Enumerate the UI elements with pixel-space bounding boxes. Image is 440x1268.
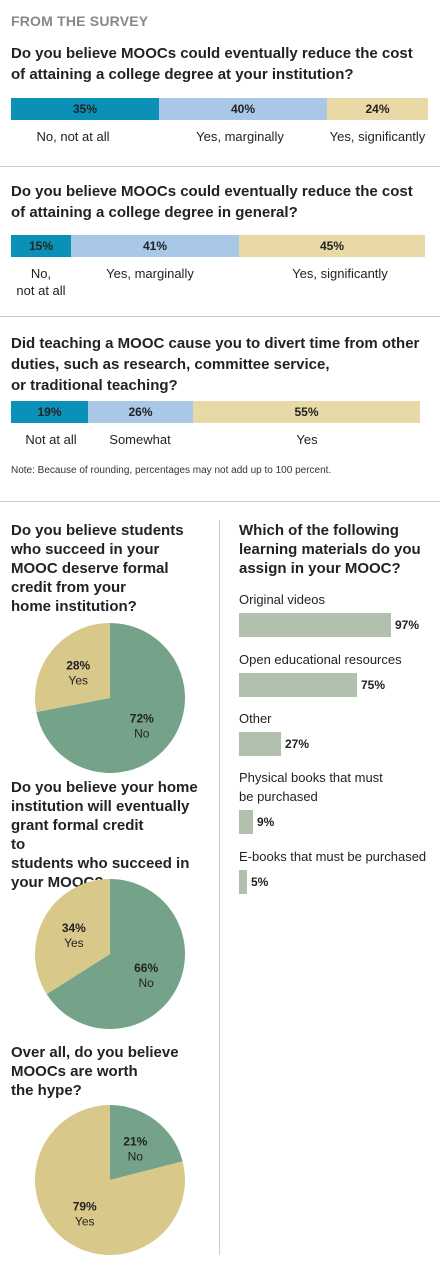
pie-category-label: No bbox=[134, 726, 150, 740]
pie-value-label: 28% bbox=[66, 659, 90, 673]
bar1-segment-significant: 24% bbox=[327, 98, 428, 120]
pie-slice-yes bbox=[34, 623, 110, 713]
material-value: 5% bbox=[251, 875, 269, 889]
material-value: 27% bbox=[285, 737, 310, 751]
pie3-question: Over all, do you believe MOOCs are worth t… bbox=[11, 1044, 179, 1099]
pie3-chart: 21%No 79%Yes bbox=[35, 1105, 185, 1255]
bar1-label-significant: Yes, significantly bbox=[329, 129, 426, 144]
divider bbox=[0, 501, 440, 502]
material-label: Original videos bbox=[239, 592, 325, 607]
bar1-question: Do you believe MOOCs could eventually re… bbox=[11, 45, 413, 83]
divider bbox=[0, 316, 440, 317]
material-value: 75% bbox=[361, 678, 386, 692]
bar3-bar: 19% 26% 55% bbox=[11, 401, 420, 423]
pie-value-label: 79% bbox=[73, 1200, 97, 1214]
material-bar bbox=[239, 870, 247, 894]
bar2-label-marginal: Yes, marginally bbox=[106, 266, 194, 281]
bar1-label-no: No, not at all bbox=[36, 129, 110, 144]
material-label: Open educational resources bbox=[239, 652, 402, 667]
bar1-segment-no: 35% bbox=[11, 98, 159, 120]
material-value: 97% bbox=[395, 618, 420, 632]
pie-slice-yes bbox=[35, 1105, 185, 1255]
divider bbox=[0, 166, 440, 167]
pie1-chart: 72%No 28%Yes bbox=[34, 623, 185, 773]
pie1-question: Do you believe students who succeed in yo… bbox=[11, 522, 184, 615]
pie-value-label: 66% bbox=[134, 961, 158, 975]
materials-question: Which of the following learning materials… bbox=[239, 522, 421, 577]
pie-slice-no bbox=[36, 623, 185, 773]
pie-category-label: Yes bbox=[75, 1215, 95, 1229]
bar3-question: Did teaching a MOOC cause you to divert … bbox=[11, 335, 420, 394]
pie-value-label: 72% bbox=[130, 711, 154, 725]
pie-category-label: Yes bbox=[64, 936, 84, 950]
material-bar bbox=[239, 810, 253, 834]
bar1-segment-marginal: 40% bbox=[159, 98, 327, 120]
bar3-segment-notatall: 19% bbox=[11, 401, 88, 423]
material-label: Other bbox=[239, 711, 272, 726]
bar3-label-somewhat: Somewhat bbox=[109, 432, 171, 447]
material-bar bbox=[239, 732, 281, 756]
pie-value-label: 21% bbox=[123, 1134, 147, 1148]
bar2-segment-significant: 45% bbox=[239, 235, 425, 257]
bar3-label-yes: Yes bbox=[296, 432, 318, 447]
pie-category-label: Yes bbox=[68, 674, 88, 688]
material-label: Physical books that must be purchased bbox=[239, 770, 383, 804]
pie-slice-no bbox=[46, 879, 186, 1029]
bar3-segment-somewhat: 26% bbox=[88, 401, 193, 423]
material-label: E-books that must be purchased bbox=[239, 849, 427, 864]
bar2-label-no: No, not at all bbox=[16, 266, 66, 298]
column-divider bbox=[219, 520, 220, 1255]
bar2-bar: 15% 41% 45% bbox=[11, 235, 425, 257]
bar3-segment-yes: 55% bbox=[193, 401, 420, 423]
bar3-label-notatall: Not at all bbox=[25, 432, 77, 447]
rounding-note: Note: Because of rounding, percentages m… bbox=[11, 465, 332, 476]
bar1-label-marginal: Yes, marginally bbox=[196, 129, 284, 144]
bar2-question: Do you believe MOOCs could eventually re… bbox=[11, 183, 413, 221]
bar2-segment-marginal: 41% bbox=[71, 235, 239, 257]
material-bar bbox=[239, 673, 357, 697]
material-bar bbox=[239, 613, 391, 637]
pie-value-label: 34% bbox=[62, 921, 86, 935]
kicker: FROM THE SURVEY bbox=[11, 13, 149, 29]
pie2-chart: 66%No 34%Yes bbox=[35, 879, 186, 1029]
material-value: 9% bbox=[257, 815, 275, 829]
pie-slice-yes bbox=[35, 879, 110, 995]
pie-category-label: No bbox=[128, 1149, 144, 1163]
bar2-label-significant: Yes, significantly bbox=[292, 266, 388, 281]
bar2-segment-no: 15% bbox=[11, 235, 71, 257]
pie-slice-no bbox=[110, 1105, 183, 1180]
bar1-bar: 35% 40% 24% bbox=[11, 98, 428, 120]
pie-category-label: No bbox=[138, 976, 154, 990]
